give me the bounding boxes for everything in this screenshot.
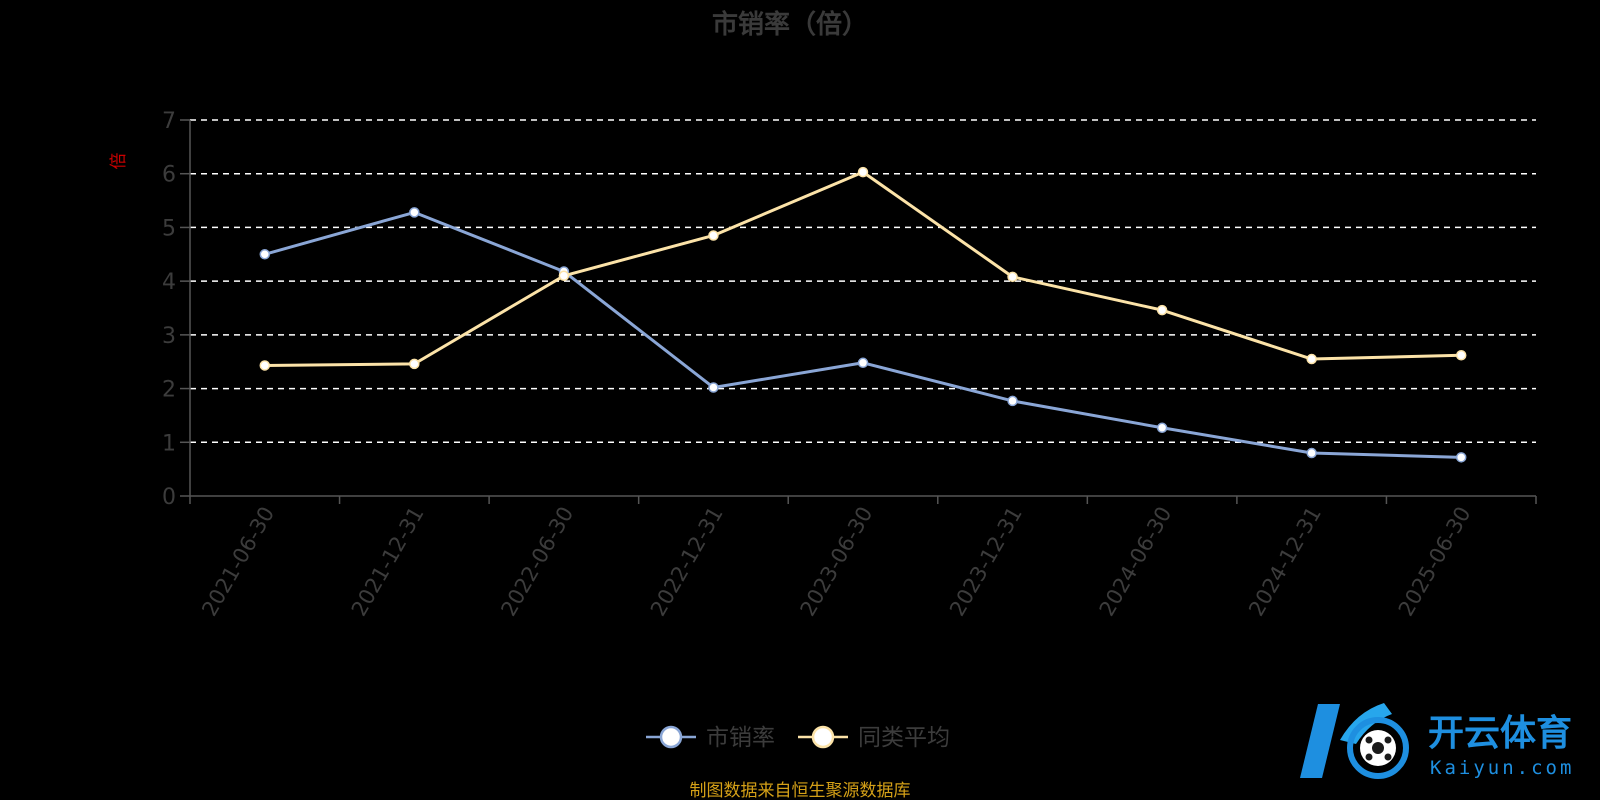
- y-tick-label: 4: [162, 270, 176, 295]
- axes: [180, 119, 1537, 504]
- x-tick-label: 2023-06-30: [796, 503, 878, 621]
- kaiyun-logo-icon: [1300, 703, 1409, 779]
- y-tick-label: 6: [162, 163, 176, 188]
- data-point[interactable]: [1007, 395, 1018, 407]
- series-lines: [259, 166, 1467, 463]
- data-point[interactable]: [1455, 452, 1467, 463]
- data-point[interactable]: [857, 357, 869, 369]
- data-point[interactable]: [259, 249, 271, 260]
- watermark-brand-sub: Kaiyun.com: [1430, 757, 1574, 779]
- x-tick-label: 2022-12-31: [646, 503, 728, 621]
- data-point[interactable]: [708, 382, 719, 393]
- legend-label-peer-average: 同类平均: [858, 725, 950, 751]
- data-point[interactable]: [409, 207, 420, 218]
- data-point[interactable]: [1156, 422, 1168, 434]
- data-point[interactable]: [558, 270, 570, 282]
- y-tick-label: 3: [162, 324, 176, 349]
- data-point[interactable]: [1306, 353, 1317, 365]
- data-point[interactable]: [1156, 304, 1168, 316]
- x-tick-label: 2024-12-31: [1244, 503, 1326, 621]
- x-tick-labels: 2021-06-30 2021-12-31 2022-06-30 2022-12-31…: [197, 503, 1475, 621]
- x-tick-label: 2024-06-30: [1095, 503, 1177, 621]
- legend-label-pe-sales: 市销率: [706, 725, 775, 751]
- data-point[interactable]: [259, 360, 271, 371]
- y-axis-unit-label: 倍: [109, 153, 129, 170]
- series-line-1: [264, 170, 1462, 367]
- y-tick-label: 0: [162, 485, 176, 510]
- y-tick-label: 2: [162, 378, 176, 403]
- source-note: 制图数据来自恒生聚源数据库: [690, 781, 911, 800]
- x-tick-label: 2021-12-31: [347, 503, 429, 621]
- y-tick-labels: 0 1 2 3 4 5 6 7: [162, 109, 176, 510]
- legend[interactable]: 市销率 同类平均: [646, 725, 950, 751]
- y-tick-label: 1: [162, 431, 176, 456]
- data-point[interactable]: [1455, 350, 1467, 361]
- x-tick-label: 2025-06-30: [1394, 503, 1476, 621]
- x-tick-label: 2023-12-31: [945, 503, 1027, 621]
- chart-title: 市销率（倍）: [712, 9, 868, 40]
- data-point[interactable]: [1007, 271, 1018, 283]
- watermark-logo: 开云体育 Kaiyun.com: [1300, 703, 1574, 779]
- x-tick-label: 2022-06-30: [496, 503, 578, 621]
- legend-item-pe-sales[interactable]: 市销率: [646, 725, 775, 751]
- y-tick-label: 7: [162, 109, 176, 134]
- data-point[interactable]: [409, 358, 420, 370]
- watermark-brand-text: 开云体育: [1428, 713, 1572, 754]
- x-tick-label: 2021-06-30: [197, 503, 279, 621]
- y-tick-label: 5: [162, 216, 176, 241]
- legend-marker-peer-average: [811, 725, 835, 749]
- legend-marker-pe-sales: [659, 725, 683, 749]
- legend-item-peer-average[interactable]: 同类平均: [798, 725, 950, 751]
- data-point[interactable]: [1306, 447, 1317, 459]
- data-point[interactable]: [708, 230, 719, 241]
- data-point[interactable]: [857, 166, 869, 178]
